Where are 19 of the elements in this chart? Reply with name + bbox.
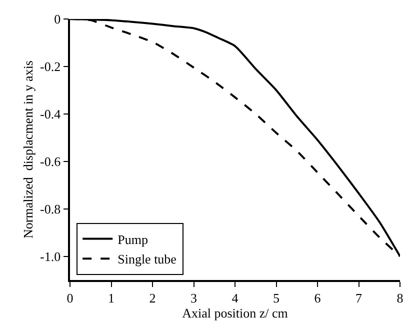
y-tick-label: -1.0 xyxy=(40,248,61,264)
x-tick-label: 5 xyxy=(273,290,280,306)
y-tick-label: -0.6 xyxy=(40,154,62,169)
legend-label: Single tube xyxy=(118,252,177,267)
legend-label: Pump xyxy=(118,232,148,247)
x-tick-label: 8 xyxy=(396,290,404,306)
y-tick-label: -0.2 xyxy=(40,59,61,74)
x-tick-label: 3 xyxy=(190,290,197,306)
x-tick-label: 4 xyxy=(232,290,239,306)
x-tick-label: 6 xyxy=(314,290,322,306)
x-tick-label: 7 xyxy=(356,290,362,306)
x-tick-label: 2 xyxy=(149,290,156,306)
x-tick-label: 0 xyxy=(66,290,74,306)
y-tick-label: -0.4 xyxy=(40,106,62,122)
x-tick-label: 1 xyxy=(108,290,114,306)
y-tick-label: -0.8 xyxy=(40,201,61,216)
y-tick-label: 0 xyxy=(54,12,61,27)
x-axis-title: Axial position z/ cm xyxy=(182,305,288,320)
y-axis-title: Normalized displacment in y axis xyxy=(20,60,36,238)
